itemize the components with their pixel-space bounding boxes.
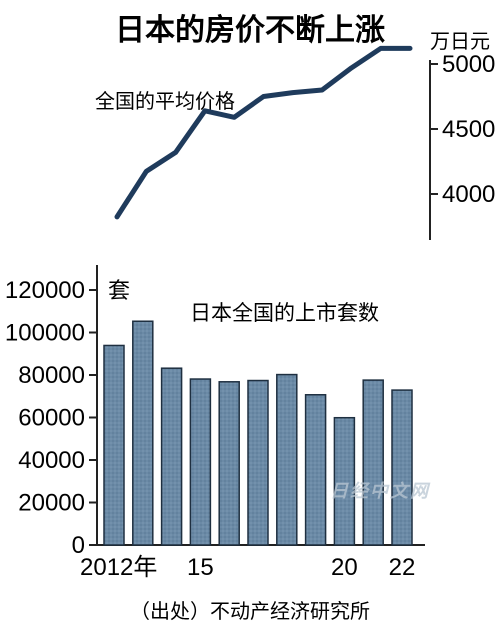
bar-2018 (276, 373, 298, 546)
bar-y-tick-label: 60000 (18, 405, 85, 432)
line-y-tick-label: 5000 (442, 51, 495, 78)
line-y-ticks: 4000 4500 5000 (430, 51, 495, 208)
bar-x-tick-label: 15 (187, 554, 214, 581)
bar-2020 (333, 416, 356, 546)
bar-x-tick-label: 2012年 (80, 554, 157, 581)
line-series-label: 全国的平均价格 (95, 89, 235, 113)
bar-2017 (247, 379, 269, 546)
line-y-tick-label: 4500 (442, 116, 495, 143)
bar-y-tick-label: 0 (72, 532, 85, 559)
bar-y-tick-label: 80000 (18, 362, 85, 389)
bars (103, 320, 413, 546)
chart-title: 日本的房价不断上涨 (115, 13, 385, 48)
bar-y-tick-label: 40000 (18, 447, 85, 474)
source-note: （出处）不动产经济研究所 (130, 599, 370, 623)
line-points (117, 48, 410, 217)
bar-x-ticks: 2012年 15 20 22 (80, 554, 415, 581)
bar-2013 (132, 320, 154, 546)
bar-2021 (362, 379, 384, 546)
bar-y-tick-label: 20000 (18, 490, 85, 517)
bar-2016 (218, 381, 240, 546)
bar-x-tick-label: 20 (331, 554, 358, 581)
bar-y-tick-label: 100000 (5, 320, 85, 347)
bar-2019 (304, 394, 327, 546)
bar-y-tick-label: 120000 (5, 277, 85, 304)
bar-unit-label: 套 (108, 279, 130, 304)
bar-2022 (391, 389, 413, 546)
bar-chart: 0 20000 40000 60000 80000 100000 120000 套 日本全国… (5, 265, 425, 581)
line-chart: 万日元 4000 4500 5000 全国的平均价格 (95, 29, 495, 240)
bar-x-tick-label: 22 (389, 554, 416, 581)
bar-2014 (160, 367, 183, 546)
line-series-avg-price (114, 45, 413, 220)
line-unit-label: 万日元 (430, 29, 490, 53)
watermark: 日经中文网 (330, 481, 431, 502)
bar-2012 (103, 344, 125, 546)
line-y-tick-label: 4000 (442, 181, 495, 208)
bar-2015 (189, 378, 212, 546)
bar-series-label: 日本全国的上市套数 (190, 301, 379, 325)
bar-y-ticks: 0 20000 40000 60000 80000 100000 120000 (5, 277, 97, 559)
